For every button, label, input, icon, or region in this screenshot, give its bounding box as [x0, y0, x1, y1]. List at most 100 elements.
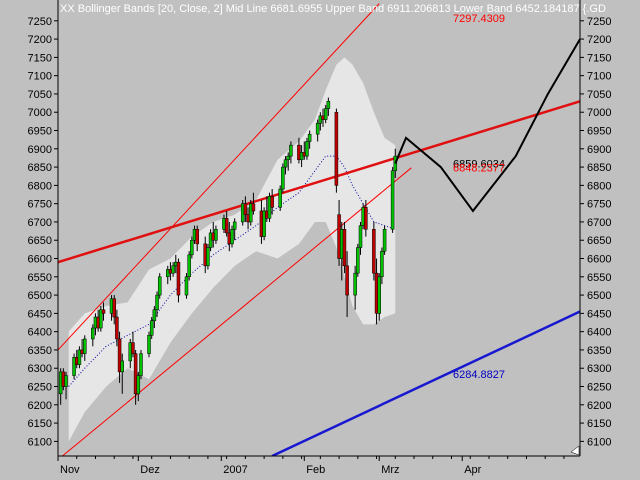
left-tick-label: 6800	[28, 180, 52, 192]
left-tick-label: 6450	[28, 308, 52, 320]
right-tick-label: 7150	[587, 52, 611, 64]
annotation-label: 6284.8827	[453, 369, 505, 381]
right-tick-label: 6750	[587, 199, 611, 211]
candle-18	[120, 353, 124, 394]
candle-62	[286, 152, 290, 171]
candle-body	[117, 338, 122, 373]
candle-48	[232, 218, 237, 241]
candle-body	[372, 229, 376, 274]
candle-body	[101, 309, 106, 314]
left-tick-label: 6750	[28, 199, 52, 211]
candle-15	[112, 295, 116, 325]
left-tick-label: 6650	[28, 235, 52, 247]
left-tick-label: 7000	[28, 107, 52, 119]
candle-21	[133, 349, 138, 405]
candle-89	[390, 167, 395, 233]
candle-27	[155, 291, 159, 318]
candle-59	[278, 185, 282, 211]
candle-body	[278, 188, 282, 208]
left-tick-label: 7050	[28, 89, 52, 101]
candle-body	[358, 225, 363, 248]
candle-79	[353, 265, 357, 310]
annotation-label: 6848.2377	[453, 163, 505, 175]
right-tick-label: 6500	[587, 290, 611, 302]
blue-trendline	[271, 310, 580, 456]
candle-body	[190, 239, 194, 256]
right-tick-label: 6150	[587, 418, 611, 430]
candle-body	[289, 144, 293, 157]
candle-25	[149, 317, 154, 339]
candle-body	[356, 247, 360, 274]
candle-45	[224, 210, 229, 237]
candle-16	[115, 309, 119, 347]
candle-body	[334, 111, 339, 186]
candle-8	[83, 335, 87, 361]
right-tick-label: 6700	[587, 217, 611, 229]
candle-body	[184, 276, 189, 296]
candle-63	[289, 141, 293, 164]
projection-zigzag	[394, 38, 580, 213]
right-tick-label: 6900	[587, 144, 611, 156]
candle-body	[157, 276, 162, 296]
candle-61	[283, 156, 288, 175]
candle-34	[184, 273, 189, 299]
right-tick-label: 6600	[587, 254, 611, 266]
x-tick-label: Nov	[60, 464, 80, 476]
candle-3	[64, 371, 68, 400]
left-tick-label: 7200	[28, 34, 52, 46]
candle-68	[307, 130, 312, 149]
candle-body	[83, 338, 87, 354]
candle-72	[323, 104, 328, 124]
candle-body	[152, 309, 157, 321]
candle-body	[64, 375, 68, 387]
candle-body	[342, 229, 347, 267]
candle-77	[342, 221, 347, 274]
candle-73	[326, 97, 331, 116]
candle-body	[315, 122, 320, 135]
candle-body	[149, 320, 154, 336]
candle-body	[77, 349, 82, 365]
candle-body	[206, 247, 210, 267]
left-tick-label: 6700	[28, 217, 52, 229]
right-tick-label: 7050	[587, 89, 611, 101]
right-tick-label: 7250	[587, 16, 611, 28]
candle-body	[91, 327, 95, 340]
candle-body	[187, 254, 191, 278]
left-y-axis: 6100 6150 6200 6250 6300 6350 6400 6450 6500 6550…	[28, 0, 59, 456]
right-tick-label: 6650	[587, 235, 611, 247]
candle-17	[117, 331, 122, 383]
candle-body	[345, 265, 349, 296]
candle-body	[133, 353, 138, 395]
right-tick-label: 6550	[587, 272, 611, 284]
candle-body	[243, 203, 248, 215]
candle-body	[112, 298, 116, 318]
candle-55	[262, 207, 266, 241]
right-tick-label: 6350	[587, 345, 611, 357]
candle-84	[372, 221, 376, 281]
candle-body	[147, 335, 151, 354]
right-tick-label: 6200	[587, 400, 611, 412]
left-tick-label: 7150	[28, 52, 52, 64]
left-tick-label: 6400	[28, 327, 52, 339]
candle-69	[315, 119, 320, 142]
left-tick-label: 6550	[28, 272, 52, 284]
candle-53	[251, 192, 256, 215]
candle-22	[136, 371, 141, 402]
x-tick-label: Apr	[464, 464, 481, 476]
candle-body	[286, 155, 290, 161]
candle-9	[91, 324, 95, 347]
candle-20	[131, 331, 135, 358]
candle-body	[176, 261, 181, 296]
candle-43	[214, 225, 218, 244]
candle-body	[171, 265, 175, 274]
candle-6	[77, 346, 82, 369]
candle-body	[281, 166, 285, 190]
right-tick-label: 6400	[587, 327, 611, 339]
candle-body	[120, 360, 124, 373]
candle-body	[251, 203, 256, 212]
candle-body	[136, 375, 141, 395]
plot-area	[58, 3, 580, 456]
